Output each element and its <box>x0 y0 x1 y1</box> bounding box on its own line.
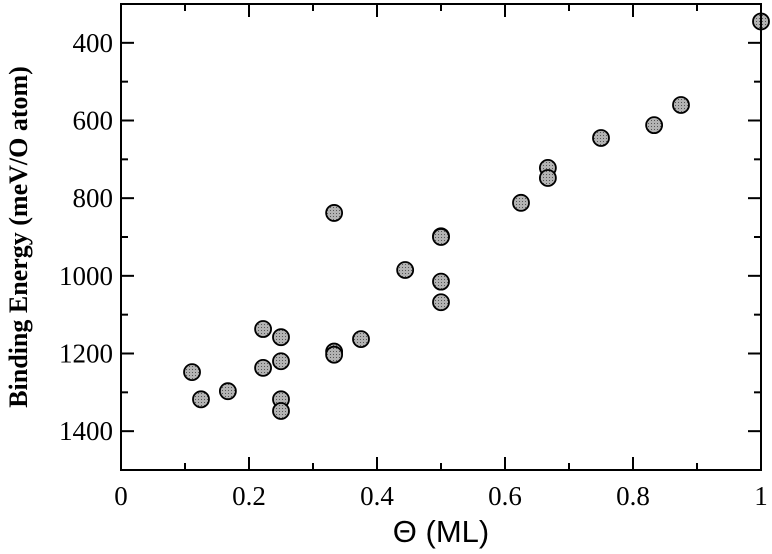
data-point <box>325 345 344 364</box>
data-point <box>512 193 530 212</box>
axis-ticks <box>120 4 762 471</box>
data-point <box>254 320 272 338</box>
data-point <box>325 204 344 222</box>
x-tick-label: 1 <box>754 481 768 511</box>
data-point <box>432 293 450 312</box>
data-point <box>218 382 237 401</box>
data-point <box>672 96 690 114</box>
data-points <box>183 12 770 420</box>
y-tick-label: 600 <box>73 106 114 136</box>
data-point <box>592 129 610 147</box>
y-tick-label: 1400 <box>59 416 113 446</box>
data-point <box>432 272 450 291</box>
x-tick-label: 0 <box>114 481 128 511</box>
x-tick-label: 0.2 <box>232 481 266 511</box>
data-point <box>396 261 415 279</box>
plot-frame <box>120 3 762 471</box>
x-tick-label: 0.4 <box>360 481 394 511</box>
data-point <box>192 390 210 409</box>
y-tick-label: 400 <box>73 28 114 58</box>
x-axis-label: Θ (ML) <box>393 514 489 549</box>
data-point <box>272 328 290 347</box>
y-tick-label: 1000 <box>59 261 113 291</box>
x-tick-label: 0.6 <box>488 481 522 511</box>
data-point <box>272 352 290 371</box>
y-tick-label: 800 <box>73 183 114 213</box>
data-point <box>183 363 201 382</box>
data-point <box>352 330 370 349</box>
data-point <box>645 116 664 135</box>
y-tick-label: 1200 <box>59 339 113 369</box>
data-point <box>538 169 557 187</box>
data-point <box>432 228 450 246</box>
data-point <box>272 402 290 420</box>
x-tick-label: 0.8 <box>616 481 650 511</box>
data-point <box>254 358 272 377</box>
y-axis-label: Binding Energy (meV/O atom) <box>4 66 33 408</box>
